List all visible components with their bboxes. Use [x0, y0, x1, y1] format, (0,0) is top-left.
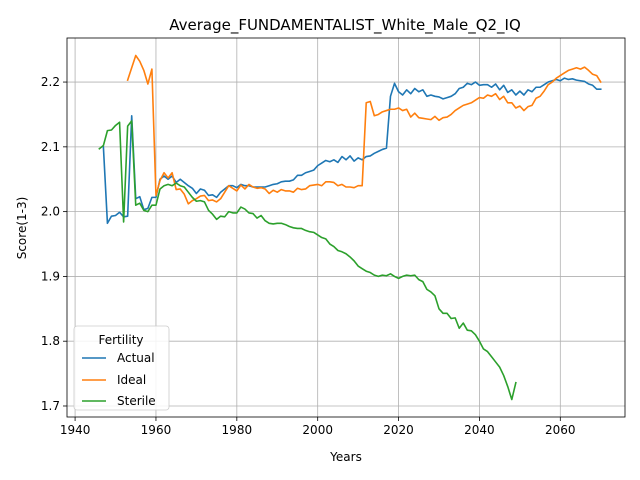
y-tick-label: 2.2: [41, 75, 60, 89]
legend-label-ideal: Ideal: [117, 373, 146, 387]
x-tick-label: 1980: [222, 423, 253, 437]
y-tick-label: 2.1: [41, 140, 60, 154]
series-line-sterile: [98, 120, 517, 401]
plot-frame: [66, 37, 626, 418]
legend-label-sterile: Sterile: [117, 394, 156, 408]
x-tick-label: 1940: [60, 423, 91, 437]
legend-box: [73, 325, 170, 411]
series-line-ideal: [126, 54, 602, 205]
legend-label-actual: Actual: [117, 351, 155, 365]
y-tick-label: 1.8: [41, 334, 60, 348]
chart-title: Average_FUNDAMENTALIST_White_Male_Q2_IQ: [169, 16, 521, 35]
y-tick-label: 1.7: [41, 399, 60, 413]
x-axis-label: Years: [329, 450, 362, 464]
x-tick-label: 2040: [464, 423, 495, 437]
x-tick-label: 2060: [545, 423, 576, 437]
x-tick-label: 2020: [383, 423, 414, 437]
y-axis: 1.7 1.8 1.9 2.0 2.1 2.2: [41, 75, 67, 413]
series-layer: [98, 54, 602, 401]
series-line-actual: [102, 77, 602, 225]
x-axis: 1940 1960 1980 2000 2020 2040 2060: [60, 417, 576, 437]
legend-title: Fertility: [98, 333, 143, 347]
legend: Fertility Actual Ideal Sterile: [73, 325, 170, 411]
x-tick-label: 2000: [302, 423, 333, 437]
y-tick-label: 1.9: [41, 269, 60, 283]
y-tick-label: 2.0: [41, 205, 60, 219]
x-tick-label: 1960: [141, 423, 172, 437]
y-axis-label: Score(1-3): [15, 197, 29, 260]
